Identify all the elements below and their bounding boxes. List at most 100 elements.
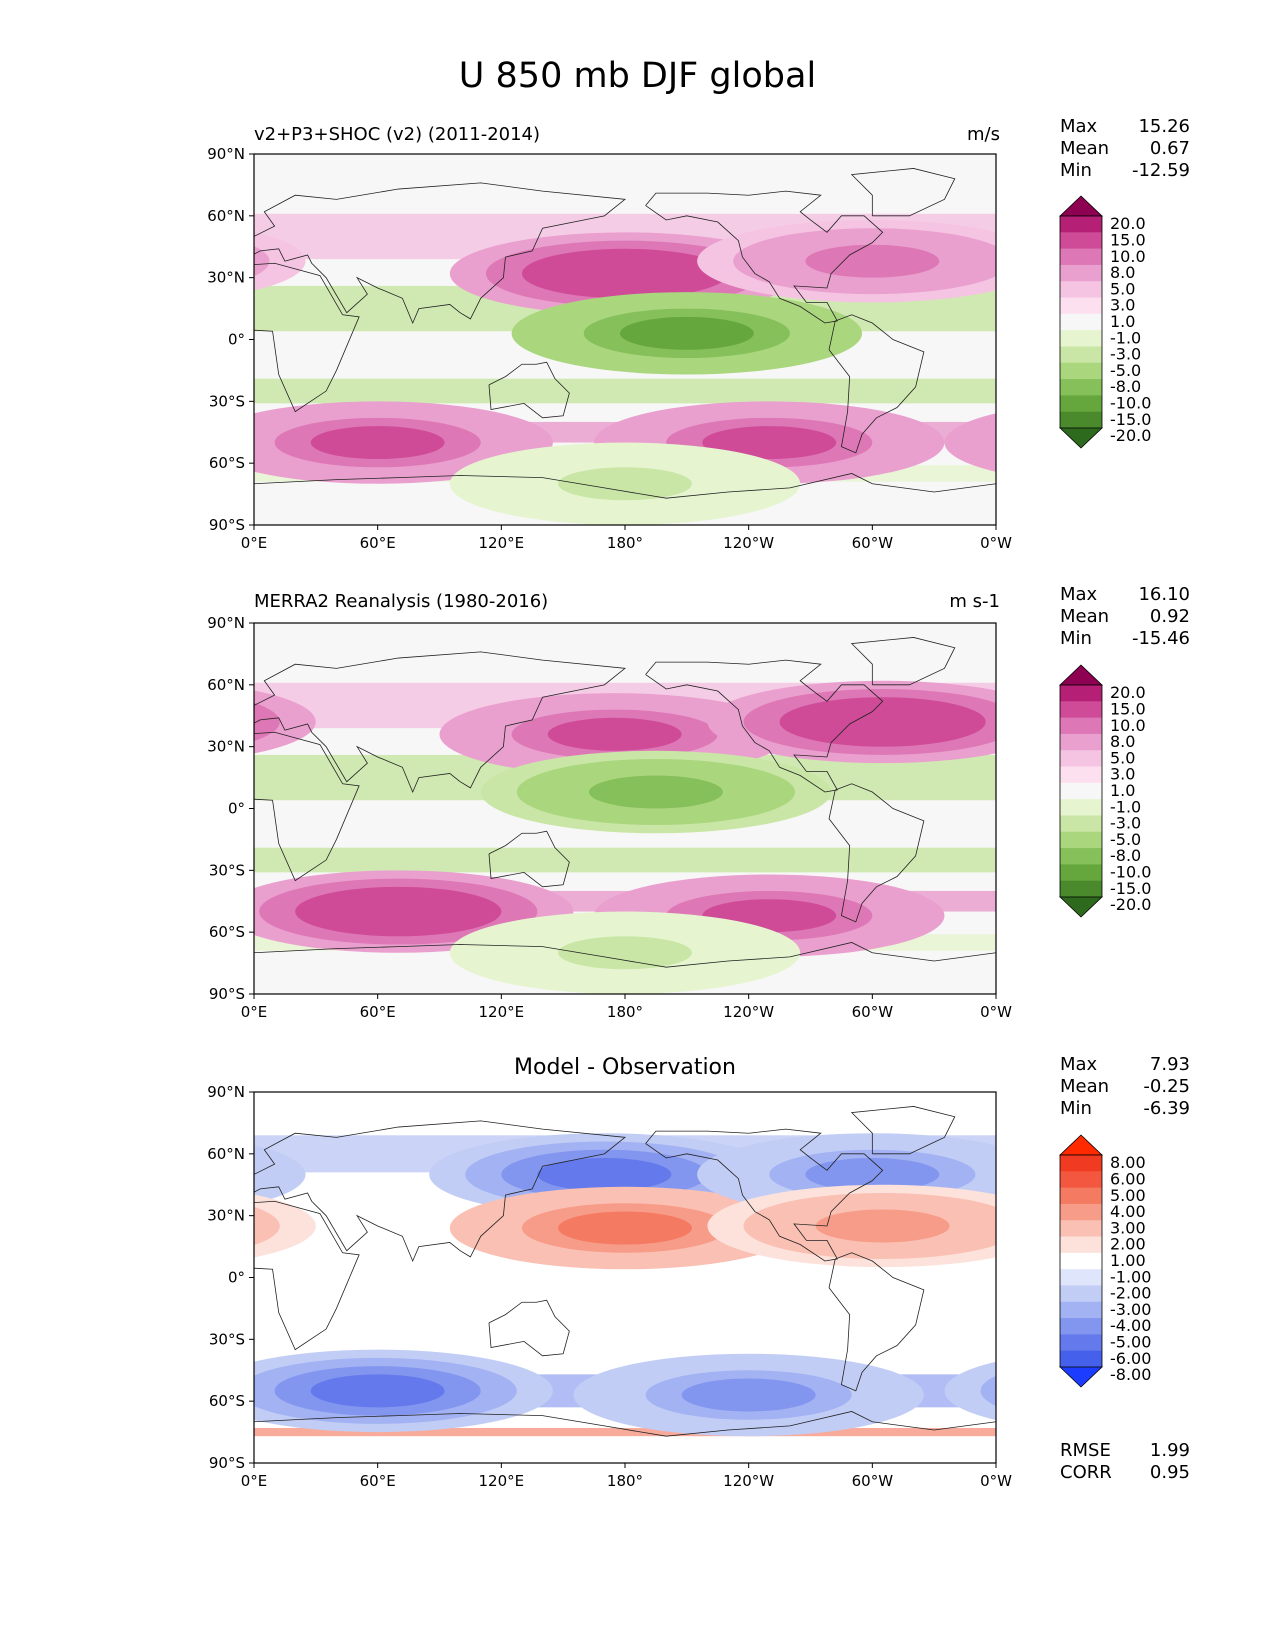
colorbar-bin: [1060, 1269, 1102, 1286]
colorbar-tick-label: -3.00: [1110, 1300, 1151, 1319]
colorbar-bin: [1060, 1301, 1102, 1319]
colorbar-tick-label: -8.0: [1110, 846, 1141, 865]
colorbar-bin: [1060, 848, 1102, 865]
colorbar-tick-label: 4.00: [1110, 1202, 1146, 1221]
panel-title: MERRA2 Reanalysis (1980-2016): [254, 591, 549, 612]
colorbar-tick-label: -4.00: [1110, 1316, 1151, 1335]
coastline-antarctica: [254, 1411, 996, 1463]
colorbar-bin: [1060, 880, 1102, 898]
field-contour: [254, 690, 316, 754]
field-contour: [588, 775, 723, 809]
field-contour: [944, 1361, 996, 1421]
panel-metrics: RMSE 1.99 CORR 0.95: [1060, 1440, 1190, 1483]
lon-tick-label: 120°E: [479, 1472, 525, 1490]
colorbar-tick-label: -5.0: [1110, 361, 1141, 380]
field-contour: [254, 1145, 306, 1204]
field-contour: [74, 1209, 208, 1242]
colorbar-frame: [1059, 1154, 1103, 1368]
field-contour: [254, 1206, 280, 1246]
colorbar-bin: [1060, 248, 1102, 266]
colorbar-bin: [1060, 264, 1102, 282]
colorbar-bin: [1060, 313, 1102, 331]
coastline-eurasia: [254, 1120, 627, 1263]
zonal-band: [254, 378, 996, 404]
lat-tick-label: 60°S: [209, 1392, 245, 1410]
coastline-south-america: [828, 1252, 925, 1392]
colorbar-tick-label: 15.0: [1110, 699, 1146, 718]
lon-tick-label: 0°W: [980, 534, 1012, 552]
lon-tick-label: 0°W: [980, 1472, 1012, 1490]
colorbar-tick-label: -10.0: [1110, 394, 1151, 413]
lat-tick-label: 90°N: [207, 1083, 245, 1101]
lon-tick-label: 60°W: [852, 1003, 894, 1021]
colorbar-bin: [1060, 346, 1102, 364]
colorbar-bin: [1060, 815, 1102, 833]
colorbar-bin: [1060, 1220, 1102, 1238]
field-contour: [254, 1159, 270, 1190]
field-contour: [558, 936, 692, 970]
lon-tick-label: 0°E: [241, 1472, 268, 1490]
lon-tick-label: 120°W: [723, 1472, 774, 1490]
map-field: [74, 1092, 996, 1463]
panel-stats: Max 7.93 Mean -0.25 Min -6.39: [1060, 1054, 1190, 1119]
coastline-australia: [488, 1299, 570, 1357]
colorbar-tick-label: -6.00: [1110, 1349, 1151, 1368]
field-contour: [558, 467, 692, 501]
lon-tick-label: 120°E: [479, 534, 525, 552]
colorbar-tick-label: 6.00: [1110, 1169, 1146, 1188]
lon-tick-label: 60°E: [360, 1003, 396, 1021]
colorbar-bin: [1060, 1171, 1102, 1189]
colorbar-extend-top: [1059, 1134, 1103, 1156]
coastline-greenland: [850, 1106, 956, 1155]
coastline-eurasia: [254, 182, 627, 325]
field-contour: [805, 1157, 940, 1191]
coastline-south-america: [828, 314, 925, 454]
field-contour: [310, 1374, 445, 1408]
lon-tick-label: 120°W: [723, 1003, 774, 1021]
colorbar-bin: [1060, 831, 1102, 849]
colorbar-tick-label: -20.0: [1110, 426, 1151, 445]
lon-tick-label: 120°W: [723, 534, 774, 552]
colorbar-bin: [1060, 362, 1102, 380]
panel-difference: Model - Observation Max 7.93 Mean -0.25 Mi…: [0, 0, 1275, 1490]
lat-tick-label: 90°S: [209, 1454, 245, 1472]
colorbar-tick-label: 8.0: [1110, 732, 1135, 751]
colorbar-bin: [1060, 1318, 1102, 1335]
field-contour: [619, 316, 754, 350]
colorbar-tick-label: 1.00: [1110, 1251, 1146, 1270]
field-contour: [558, 1211, 692, 1245]
colorbar-bin: [1060, 1334, 1102, 1352]
colorbar-bin: [1060, 701, 1102, 719]
colorbar-bin: [1060, 411, 1102, 429]
field-contour: [254, 1194, 316, 1258]
lat-tick-label: 0°: [228, 331, 245, 349]
field-contour: [537, 1157, 672, 1191]
colorbar-bin: [1060, 216, 1102, 233]
colorbar-tick-label: -5.00: [1110, 1333, 1151, 1352]
lon-tick-label: 60°E: [360, 1472, 396, 1490]
lon-tick-label: 60°W: [852, 1472, 894, 1490]
colorbar-tick-label: -8.0: [1110, 377, 1141, 396]
coastline-africa: [254, 731, 360, 882]
map-field: [254, 154, 996, 525]
lon-tick-label: 180°: [607, 1472, 643, 1490]
field-contour: [547, 717, 682, 751]
coastline-australia: [488, 361, 570, 419]
colorbar-tick-label: -15.0: [1110, 410, 1151, 429]
field-contour: [331, 895, 466, 929]
colorbar-tick-label: -3.0: [1110, 814, 1141, 833]
coastline-africa: [254, 1200, 360, 1351]
field-contour: [310, 426, 445, 460]
colorbar-tick-label: 15.0: [1110, 230, 1146, 249]
colorbar-bin: [1060, 1203, 1102, 1221]
lon-tick-label: 0°E: [241, 534, 268, 552]
panel-title: v2+P3+SHOC (v2) (2011-2014): [254, 124, 541, 145]
lon-tick-label: 60°E: [360, 534, 396, 552]
lat-tick-label: 30°N: [207, 738, 245, 756]
colorbar-bin: [1060, 232, 1102, 250]
field-contour: [815, 705, 950, 739]
field-contour: [805, 244, 940, 278]
colorbar-tick-label: -5.0: [1110, 830, 1141, 849]
lat-tick-label: 60°N: [207, 676, 245, 694]
figure-title: U 850 mb DJF global: [458, 56, 817, 96]
